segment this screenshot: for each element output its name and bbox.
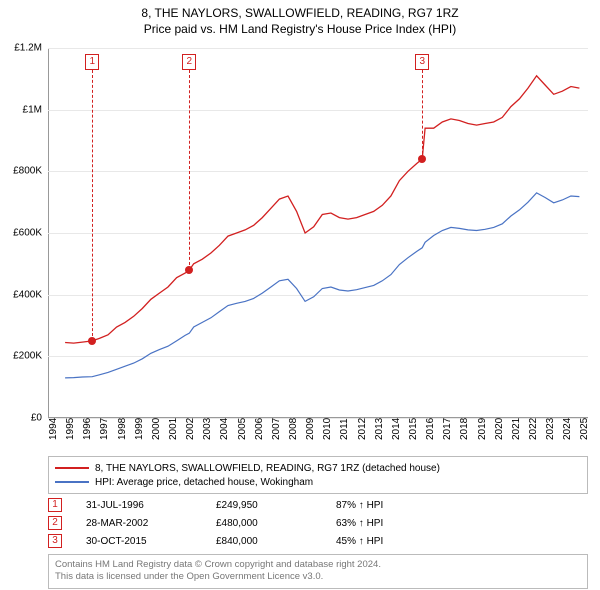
x-axis-label: 2009	[305, 418, 316, 440]
x-axis-label: 1996	[82, 418, 93, 440]
x-axis-label: 2016	[425, 418, 436, 440]
x-axis-label: 1995	[65, 418, 76, 440]
x-axis-label: 2021	[511, 418, 522, 440]
legend-label: 8, THE NAYLORS, SWALLOWFIELD, READING, R…	[95, 463, 440, 474]
chart-marker-box: 3	[415, 54, 429, 70]
chart-lines	[48, 48, 588, 418]
x-axis-label: 1998	[117, 418, 128, 440]
chart-marker-dot	[88, 337, 96, 345]
x-axis-label: 2006	[254, 418, 265, 440]
title-address: 8, THE NAYLORS, SWALLOWFIELD, READING, R…	[0, 6, 600, 20]
legend: 8, THE NAYLORS, SWALLOWFIELD, READING, R…	[48, 456, 588, 494]
x-axis-label: 2024	[562, 418, 573, 440]
x-axis-label: 2015	[408, 418, 419, 440]
x-axis-label: 2000	[151, 418, 162, 440]
x-axis-label: 2019	[477, 418, 488, 440]
x-axis-label: 2003	[202, 418, 213, 440]
x-axis-label: 2022	[528, 418, 539, 440]
x-axis-label: 2007	[271, 418, 282, 440]
sales-marker: 2	[48, 516, 62, 530]
sales-hpi: 45% ↑ HPI	[336, 536, 456, 547]
x-axis-label: 2012	[357, 418, 368, 440]
x-axis-label: 2001	[168, 418, 179, 440]
x-axis-label: 2017	[442, 418, 453, 440]
x-axis-label: 2014	[391, 418, 402, 440]
x-axis-label: 2008	[288, 418, 299, 440]
chart-container: 8, THE NAYLORS, SWALLOWFIELD, READING, R…	[0, 0, 600, 590]
x-axis-label: 2025	[579, 418, 590, 440]
legend-row: HPI: Average price, detached house, Woki…	[55, 475, 581, 489]
sales-table: 1 31-JUL-1996£249,95087% ↑ HPI 2 28-MAR-200…	[48, 496, 588, 550]
x-axis-label: 2005	[237, 418, 248, 440]
gridline-h	[48, 418, 588, 419]
y-axis-label: £1M	[2, 104, 42, 115]
legend-row: 8, THE NAYLORS, SWALLOWFIELD, READING, R…	[55, 461, 581, 475]
y-axis-label: £0	[2, 413, 42, 424]
sales-date: 28-MAR-2002	[86, 518, 216, 529]
sales-price: £249,950	[216, 500, 336, 511]
legend-swatch	[55, 467, 89, 469]
x-axis-label: 2010	[322, 418, 333, 440]
legend-swatch	[55, 481, 89, 483]
sales-price: £480,000	[216, 518, 336, 529]
x-axis-label: 1994	[48, 418, 59, 440]
title-subtitle: Price paid vs. HM Land Registry's House …	[0, 22, 600, 36]
y-axis-label: £1.2M	[2, 43, 42, 54]
chart-area: £0£200K£400K£600K£800K£1M£1.2M1994199519…	[48, 48, 588, 418]
y-axis-label: £200K	[2, 351, 42, 362]
series-property	[65, 76, 579, 343]
y-axis-label: £600K	[2, 228, 42, 239]
attribution-line1: Contains HM Land Registry data © Crown c…	[55, 559, 581, 571]
x-axis-label: 2004	[219, 418, 230, 440]
x-axis-label: 2002	[185, 418, 196, 440]
sales-date: 31-JUL-1996	[86, 500, 216, 511]
sales-marker: 3	[48, 534, 62, 548]
sales-marker: 1	[48, 498, 62, 512]
legend-label: HPI: Average price, detached house, Woki…	[95, 477, 313, 488]
sales-row: 2 28-MAR-2002£480,00063% ↑ HPI	[48, 514, 588, 532]
sales-hpi: 63% ↑ HPI	[336, 518, 456, 529]
chart-marker-dot	[418, 155, 426, 163]
attribution: Contains HM Land Registry data © Crown c…	[48, 554, 588, 589]
sales-hpi: 87% ↑ HPI	[336, 500, 456, 511]
x-axis-label: 2011	[339, 418, 350, 440]
sales-row: 1 31-JUL-1996£249,95087% ↑ HPI	[48, 496, 588, 514]
title-block: 8, THE NAYLORS, SWALLOWFIELD, READING, R…	[0, 0, 600, 36]
x-axis-label: 2018	[459, 418, 470, 440]
chart-marker-box: 2	[182, 54, 196, 70]
y-axis-label: £400K	[2, 289, 42, 300]
chart-marker-box: 1	[85, 54, 99, 70]
attribution-line2: This data is licensed under the Open Gov…	[55, 571, 581, 583]
x-axis-label: 1999	[134, 418, 145, 440]
sales-date: 30-OCT-2015	[86, 536, 216, 547]
x-axis-label: 1997	[99, 418, 110, 440]
x-axis-label: 2020	[494, 418, 505, 440]
sales-row: 3 30-OCT-2015£840,00045% ↑ HPI	[48, 532, 588, 550]
sales-price: £840,000	[216, 536, 336, 547]
x-axis-label: 2013	[374, 418, 385, 440]
y-axis-label: £800K	[2, 166, 42, 177]
x-axis-label: 2023	[545, 418, 556, 440]
chart-marker-dot	[185, 266, 193, 274]
series-hpi	[65, 193, 579, 378]
